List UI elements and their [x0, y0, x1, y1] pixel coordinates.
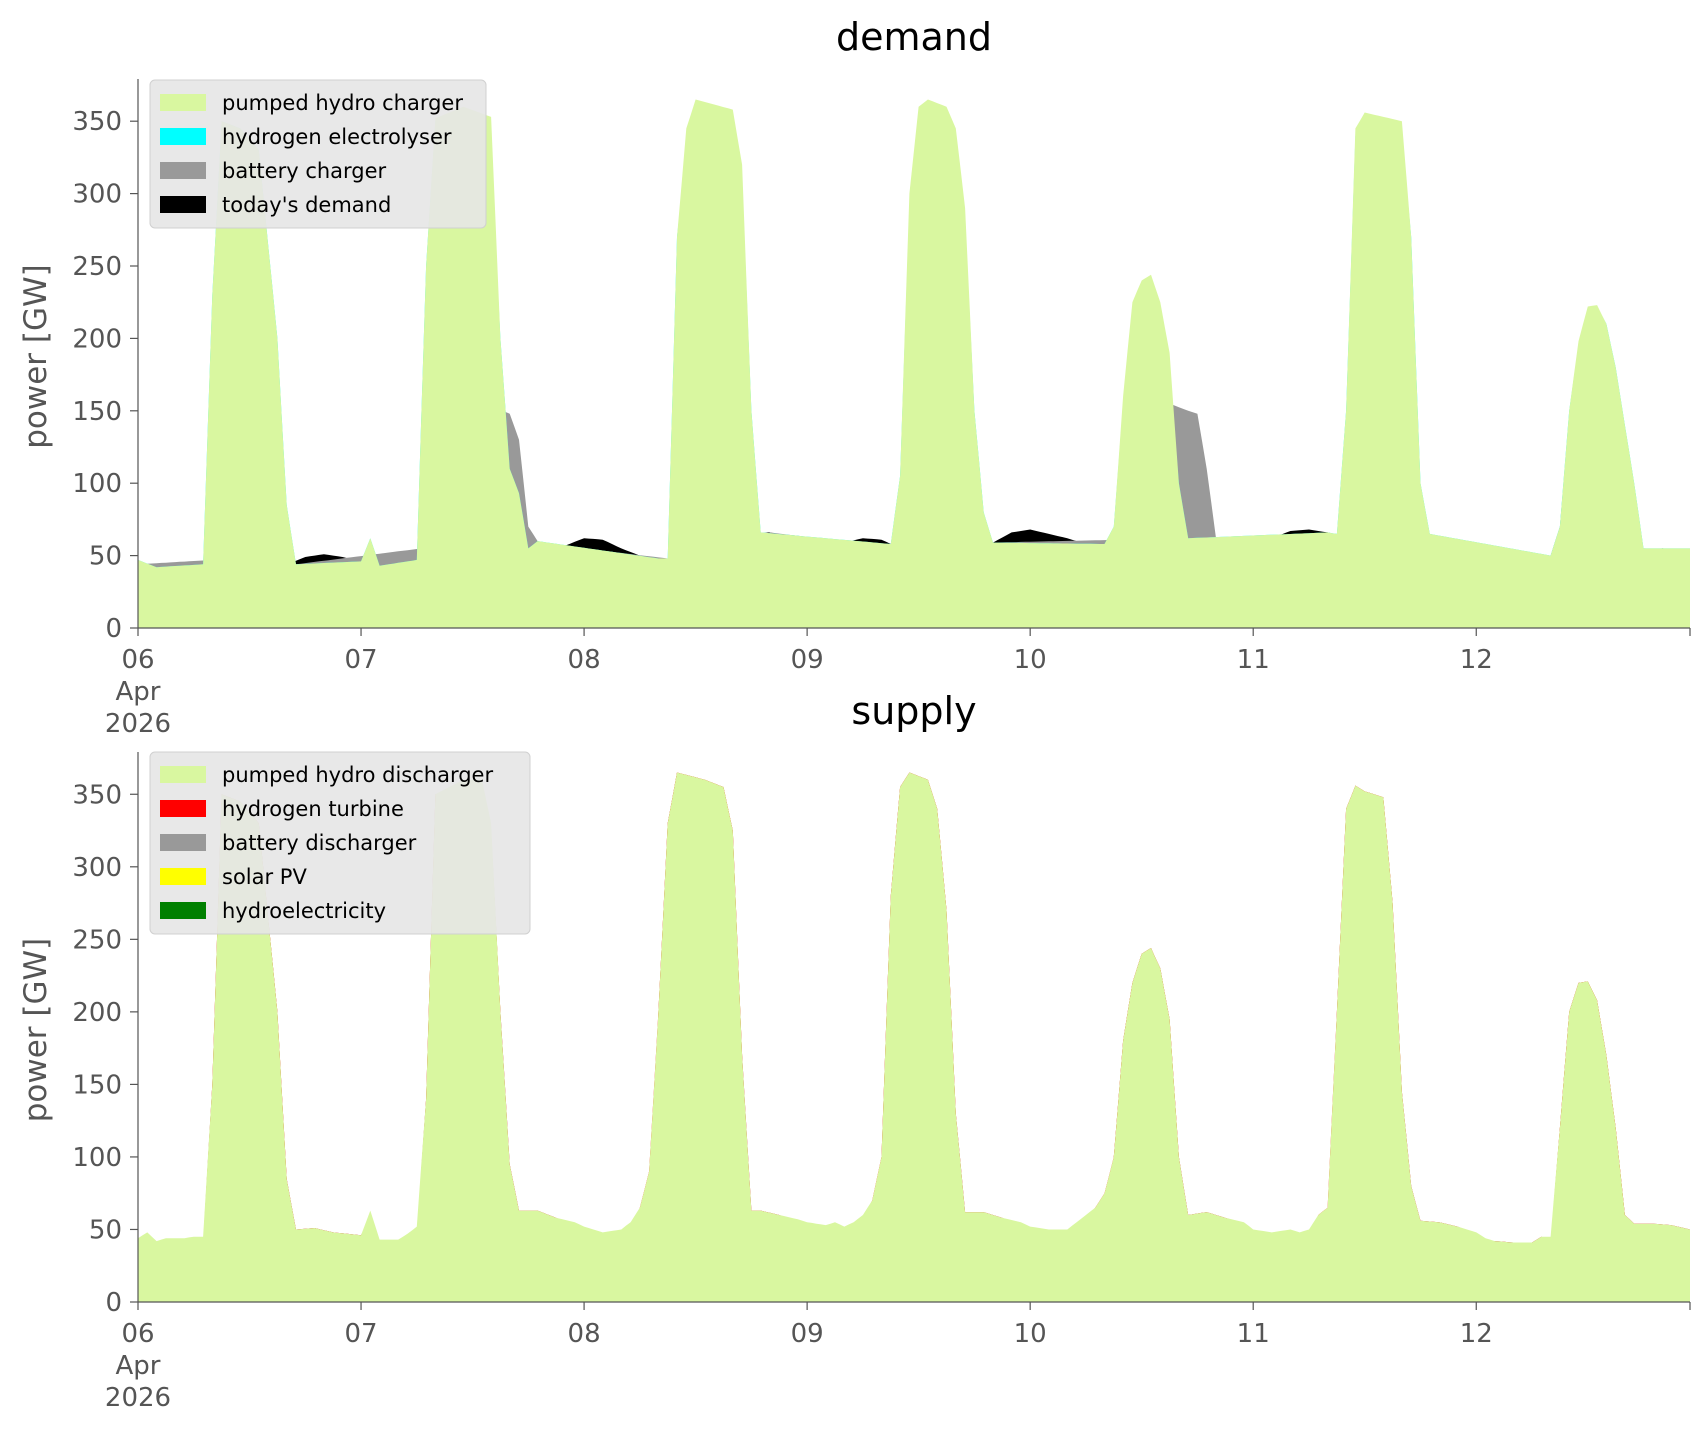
y-tick-label: 300: [72, 853, 122, 883]
y-tick-label: 0: [105, 1288, 122, 1318]
chart-title: demand: [836, 15, 992, 59]
legend: pumped hydro charger hydrogen electrolyse…: [149, 79, 487, 229]
y-tick-label: 350: [72, 107, 122, 137]
x-tick-label: Apr: [116, 677, 161, 707]
legend-entry-battery-charger: battery charger: [222, 159, 387, 183]
y-tick-label: 100: [72, 1143, 122, 1173]
y-tick-label: 200: [72, 324, 122, 354]
legend-entry-pumped-hydro-discharger: pumped hydro discharger: [222, 763, 493, 787]
y-axis-label: power [GW]: [18, 264, 54, 449]
x-tick-label: 09: [791, 1319, 824, 1349]
legend-swatch-hydrogen-turbine: [160, 800, 206, 817]
y-tick-label: 250: [72, 925, 122, 955]
legend-box: [149, 751, 531, 935]
x-tick-label: 08: [568, 1319, 601, 1349]
y-tick-label: 200: [72, 998, 122, 1028]
x-tick-label: 06: [121, 1319, 154, 1349]
area-pumped-hydro-charger: [138, 99, 1690, 628]
legend-swatch-battery-charger: [160, 162, 206, 179]
x-tick-label: 12: [1460, 1319, 1493, 1349]
legend-entry-hydroelectricity: hydroelectricity: [222, 899, 386, 923]
y-tick-label: 150: [72, 397, 122, 427]
y-tick-label: 50: [89, 542, 122, 572]
legend-entry-battery-discharger: battery discharger: [222, 831, 417, 855]
legend-swatch-hydrogen-electrolyser: [160, 128, 206, 145]
legend-entry-hydrogen-turbine: hydrogen turbine: [222, 797, 404, 821]
legend-swatch-pumped-hydro-charger: [160, 94, 206, 111]
x-tick-label: 12: [1460, 645, 1493, 675]
legend-entry-pumped-hydro-charger: pumped hydro charger: [222, 91, 463, 115]
x-tick-label: 06: [121, 645, 154, 675]
chart-title: supply: [851, 689, 976, 733]
area-pumped-hydro-discharger: [138, 772, 1690, 1302]
x-tick-label: 2026: [105, 709, 171, 739]
y-tick-label: 250: [72, 252, 122, 282]
y-tick-label: 50: [89, 1215, 122, 1245]
y-tick-label: 150: [72, 1070, 122, 1100]
x-tick-label: Apr: [116, 1351, 161, 1381]
legend-entry-hydrogen-electrolyser: hydrogen electrolyser: [222, 125, 452, 149]
x-tick-label: 10: [1014, 1319, 1047, 1349]
y-axis-label: power [GW]: [18, 938, 54, 1123]
legend-swatch-solar-pv: [160, 868, 206, 885]
legend-box: [149, 79, 487, 229]
x-tick-label: 09: [791, 645, 824, 675]
y-tick-label: 0: [105, 614, 122, 644]
legend-swatch-hydroelectricity: [160, 902, 206, 919]
legend-swatch-pumped-hydro-discharger: [160, 766, 206, 783]
legend-swatch-battery-discharger: [160, 834, 206, 851]
legend: pumped hydro discharger hydrogen turbine b…: [149, 751, 531, 935]
legend-entry-solar-pv: solar PV: [222, 865, 307, 889]
y-tick-label: 350: [72, 780, 122, 810]
x-tick-label: 08: [568, 645, 601, 675]
x-tick-label: 11: [1237, 1319, 1270, 1349]
x-tick-label: 11: [1237, 645, 1270, 675]
legend-swatch-today-s-demand: [160, 196, 206, 213]
x-tick-label: 07: [344, 645, 377, 675]
y-tick-label: 100: [72, 469, 122, 499]
x-tick-label: 10: [1014, 645, 1047, 675]
legend-entry-today-s-demand: today's demand: [222, 193, 391, 217]
y-tick-label: 300: [72, 180, 122, 210]
x-tick-label: 2026: [105, 1383, 171, 1413]
x-tick-label: 07: [344, 1319, 377, 1349]
